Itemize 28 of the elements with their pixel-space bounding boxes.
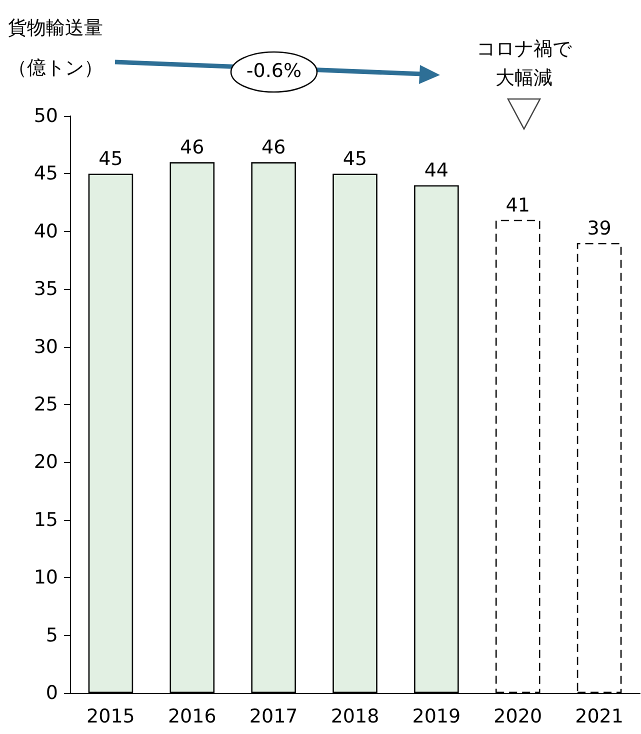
y-tick-label: 5 (46, 624, 58, 646)
x-tick-label: 2015 (86, 706, 135, 728)
x-tick-label: 2016 (168, 706, 216, 728)
y-axis-title: 貨物輸送量（億トン） (8, 16, 104, 81)
x-tick-label: 2018 (330, 706, 380, 728)
y-tick-label: 10 (34, 566, 58, 589)
y-tick-label: 15 (34, 508, 58, 531)
data-label: 44 (424, 160, 449, 182)
data-label: 46 (180, 136, 204, 159)
y-tick-label: 30 (34, 336, 58, 358)
data-label: 45 (98, 148, 123, 170)
y-tick-label: 35 (34, 278, 58, 300)
y-tick-label: 45 (34, 162, 58, 185)
data-label: 45 (342, 148, 368, 170)
x-tick-label: 2017 (249, 706, 298, 728)
y-tick-label: 50 (34, 105, 58, 127)
text: -0.6% (245, 60, 303, 82)
data-label: 39 (587, 217, 612, 240)
x-tick-label: 2021 (575, 706, 624, 728)
text: コロナ禍で大幅減 (476, 37, 573, 91)
x-tick-label: 2020 (494, 706, 542, 728)
y-tick-label: 20 (34, 451, 58, 474)
data-label: 46 (261, 136, 286, 159)
y-tick-label: 0 (46, 682, 58, 704)
x-tick-label: 2019 (412, 706, 461, 728)
data-label: 41 (506, 194, 530, 216)
y-tick-label: 25 (34, 394, 58, 416)
y-tick-label: 40 (34, 220, 58, 242)
